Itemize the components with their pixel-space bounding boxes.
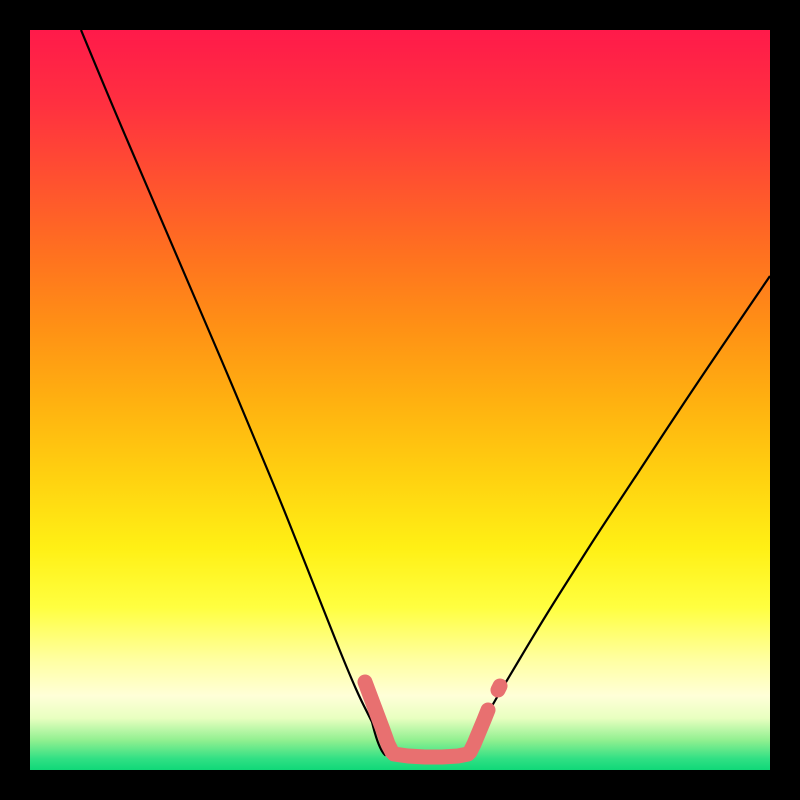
chart-svg xyxy=(30,30,770,770)
plot-area xyxy=(30,30,770,770)
